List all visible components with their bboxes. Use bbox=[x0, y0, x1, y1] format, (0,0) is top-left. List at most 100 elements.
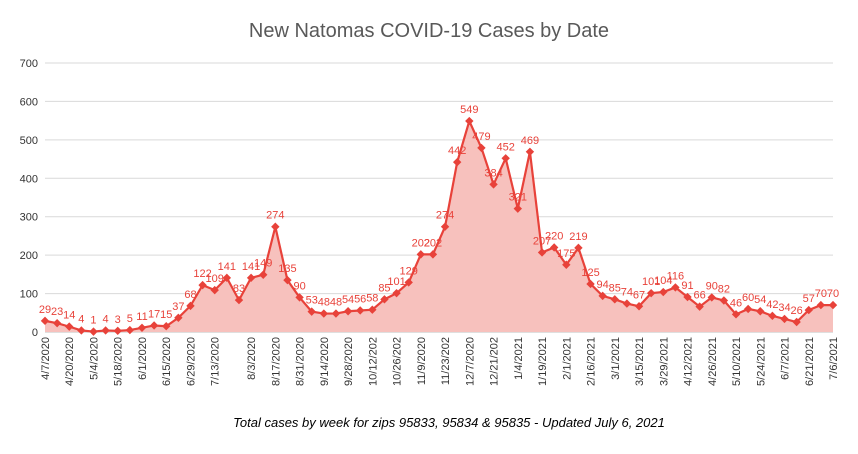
data-point bbox=[52, 318, 62, 328]
data-point bbox=[89, 327, 98, 336]
data-point bbox=[137, 323, 147, 332]
data-point bbox=[574, 243, 583, 253]
data-label: 3 bbox=[115, 314, 121, 326]
data-point bbox=[452, 157, 462, 167]
x-tick-label: 8/31/2020 bbox=[295, 337, 307, 386]
data-point bbox=[756, 307, 765, 316]
x-tick-label: 4/26/2021 bbox=[707, 337, 719, 386]
x-tick-label: 2/1/2021 bbox=[561, 337, 573, 380]
data-point bbox=[659, 287, 668, 297]
data-point bbox=[343, 307, 353, 316]
x-tick-label: 12/7/2020 bbox=[464, 337, 476, 386]
x-tick-label: 5/18/2020 bbox=[113, 337, 125, 386]
x-tick-label: 7/6/2021 bbox=[828, 337, 840, 380]
data-label: 85 bbox=[378, 282, 390, 294]
data-label: 220 bbox=[545, 230, 563, 242]
x-tick-label: 3/29/2021 bbox=[658, 337, 670, 386]
data-label: 141 bbox=[242, 261, 260, 273]
data-label: 129 bbox=[400, 265, 418, 277]
x-tick-label: 11/23/202 bbox=[440, 337, 452, 385]
x-tick-label: 11/9/2020 bbox=[416, 337, 428, 385]
data-point bbox=[162, 322, 171, 331]
data-label: 149 bbox=[254, 258, 272, 270]
data-point bbox=[695, 302, 704, 311]
data-label: 321 bbox=[509, 192, 527, 204]
x-tick-label: 1/19/2021 bbox=[537, 337, 549, 386]
data-point bbox=[586, 279, 595, 289]
data-point bbox=[77, 326, 86, 335]
x-tick-label: 9/14/2020 bbox=[319, 337, 331, 386]
data-label: 67 bbox=[633, 289, 645, 301]
data-label: 104 bbox=[654, 275, 672, 287]
data-point bbox=[149, 321, 159, 330]
x-tick-label: 10/12/202 bbox=[367, 337, 379, 386]
data-label: 14 bbox=[63, 310, 75, 322]
data-label: 101 bbox=[642, 276, 660, 288]
x-tick-label: 4/20/2020 bbox=[64, 337, 76, 386]
x-tick-label: 5/24/2021 bbox=[755, 337, 767, 386]
data-point bbox=[537, 248, 547, 257]
data-label: 15 bbox=[160, 309, 172, 321]
data-label: 5 bbox=[127, 313, 133, 325]
data-label: 1 bbox=[90, 315, 96, 327]
data-label: 274 bbox=[436, 210, 454, 222]
data-label: 384 bbox=[484, 167, 502, 179]
data-point bbox=[125, 325, 135, 335]
data-label: 122 bbox=[193, 268, 211, 280]
x-tick-label: 8/17/2020 bbox=[270, 337, 282, 386]
data-label: 219 bbox=[569, 231, 587, 243]
data-label: 53 bbox=[306, 295, 318, 307]
data-label: 125 bbox=[581, 267, 599, 279]
data-point bbox=[404, 278, 413, 287]
data-point bbox=[792, 317, 801, 327]
data-label: 90 bbox=[293, 280, 305, 292]
data-label: 11 bbox=[136, 311, 147, 323]
data-labels: 29 23 14 4 1 4 3 5 11 17 1537681221091418314114927… bbox=[39, 104, 839, 327]
y-tick-label: 500 bbox=[20, 135, 38, 147]
data-point bbox=[549, 243, 559, 252]
data-label: 34 bbox=[778, 302, 790, 314]
data-label: 4 bbox=[103, 313, 109, 325]
data-point bbox=[319, 309, 329, 318]
data-label: 202 bbox=[412, 237, 430, 249]
data-point bbox=[416, 250, 426, 259]
data-point bbox=[634, 302, 644, 311]
x-axis-tick-labels: 4/7/2020 4/20/2020 5/4/2020 5/18/2020 6/1/20… bbox=[40, 337, 840, 386]
x-tick-label: 6/21/2021 bbox=[804, 337, 816, 386]
data-label: 37 bbox=[172, 301, 184, 313]
data-point bbox=[271, 222, 280, 231]
data-point bbox=[622, 299, 632, 308]
y-tick-label: 700 bbox=[20, 58, 38, 70]
data-point bbox=[477, 143, 486, 153]
x-tick-label: 4/7/2020 bbox=[40, 337, 52, 380]
data-label: 469 bbox=[521, 135, 539, 147]
data-label: 60 bbox=[742, 292, 754, 304]
data-label: 202 bbox=[424, 237, 442, 249]
data-point bbox=[428, 250, 438, 259]
data-point bbox=[671, 283, 680, 292]
x-tick-label: 6/7/2021 bbox=[780, 337, 792, 380]
y-axis-tick-labels: 0 100 200 300 400 500 600 700 bbox=[20, 58, 38, 339]
data-label: 57 bbox=[803, 293, 815, 305]
data-label: 56 bbox=[354, 293, 366, 305]
data-label: 549 bbox=[460, 104, 478, 116]
y-tick-label: 400 bbox=[20, 173, 38, 185]
data-point bbox=[380, 295, 389, 304]
data-label: 54 bbox=[754, 294, 766, 306]
data-point bbox=[259, 270, 268, 279]
y-tick-label: 600 bbox=[20, 96, 38, 108]
x-tick-label: 3/1/2021 bbox=[610, 337, 622, 380]
data-point bbox=[646, 288, 656, 298]
data-point bbox=[283, 275, 292, 285]
data-point bbox=[743, 304, 753, 314]
data-point bbox=[610, 295, 619, 304]
data-label: 58 bbox=[366, 293, 378, 305]
data-point bbox=[731, 310, 741, 319]
data-label: 70 bbox=[827, 288, 839, 300]
data-label: 42 bbox=[766, 299, 778, 311]
x-tick-label: 6/1/2020 bbox=[137, 337, 149, 380]
data-label: 442 bbox=[448, 145, 466, 157]
x-tick-label: 9/28/2020 bbox=[343, 337, 355, 386]
data-point bbox=[331, 309, 341, 318]
